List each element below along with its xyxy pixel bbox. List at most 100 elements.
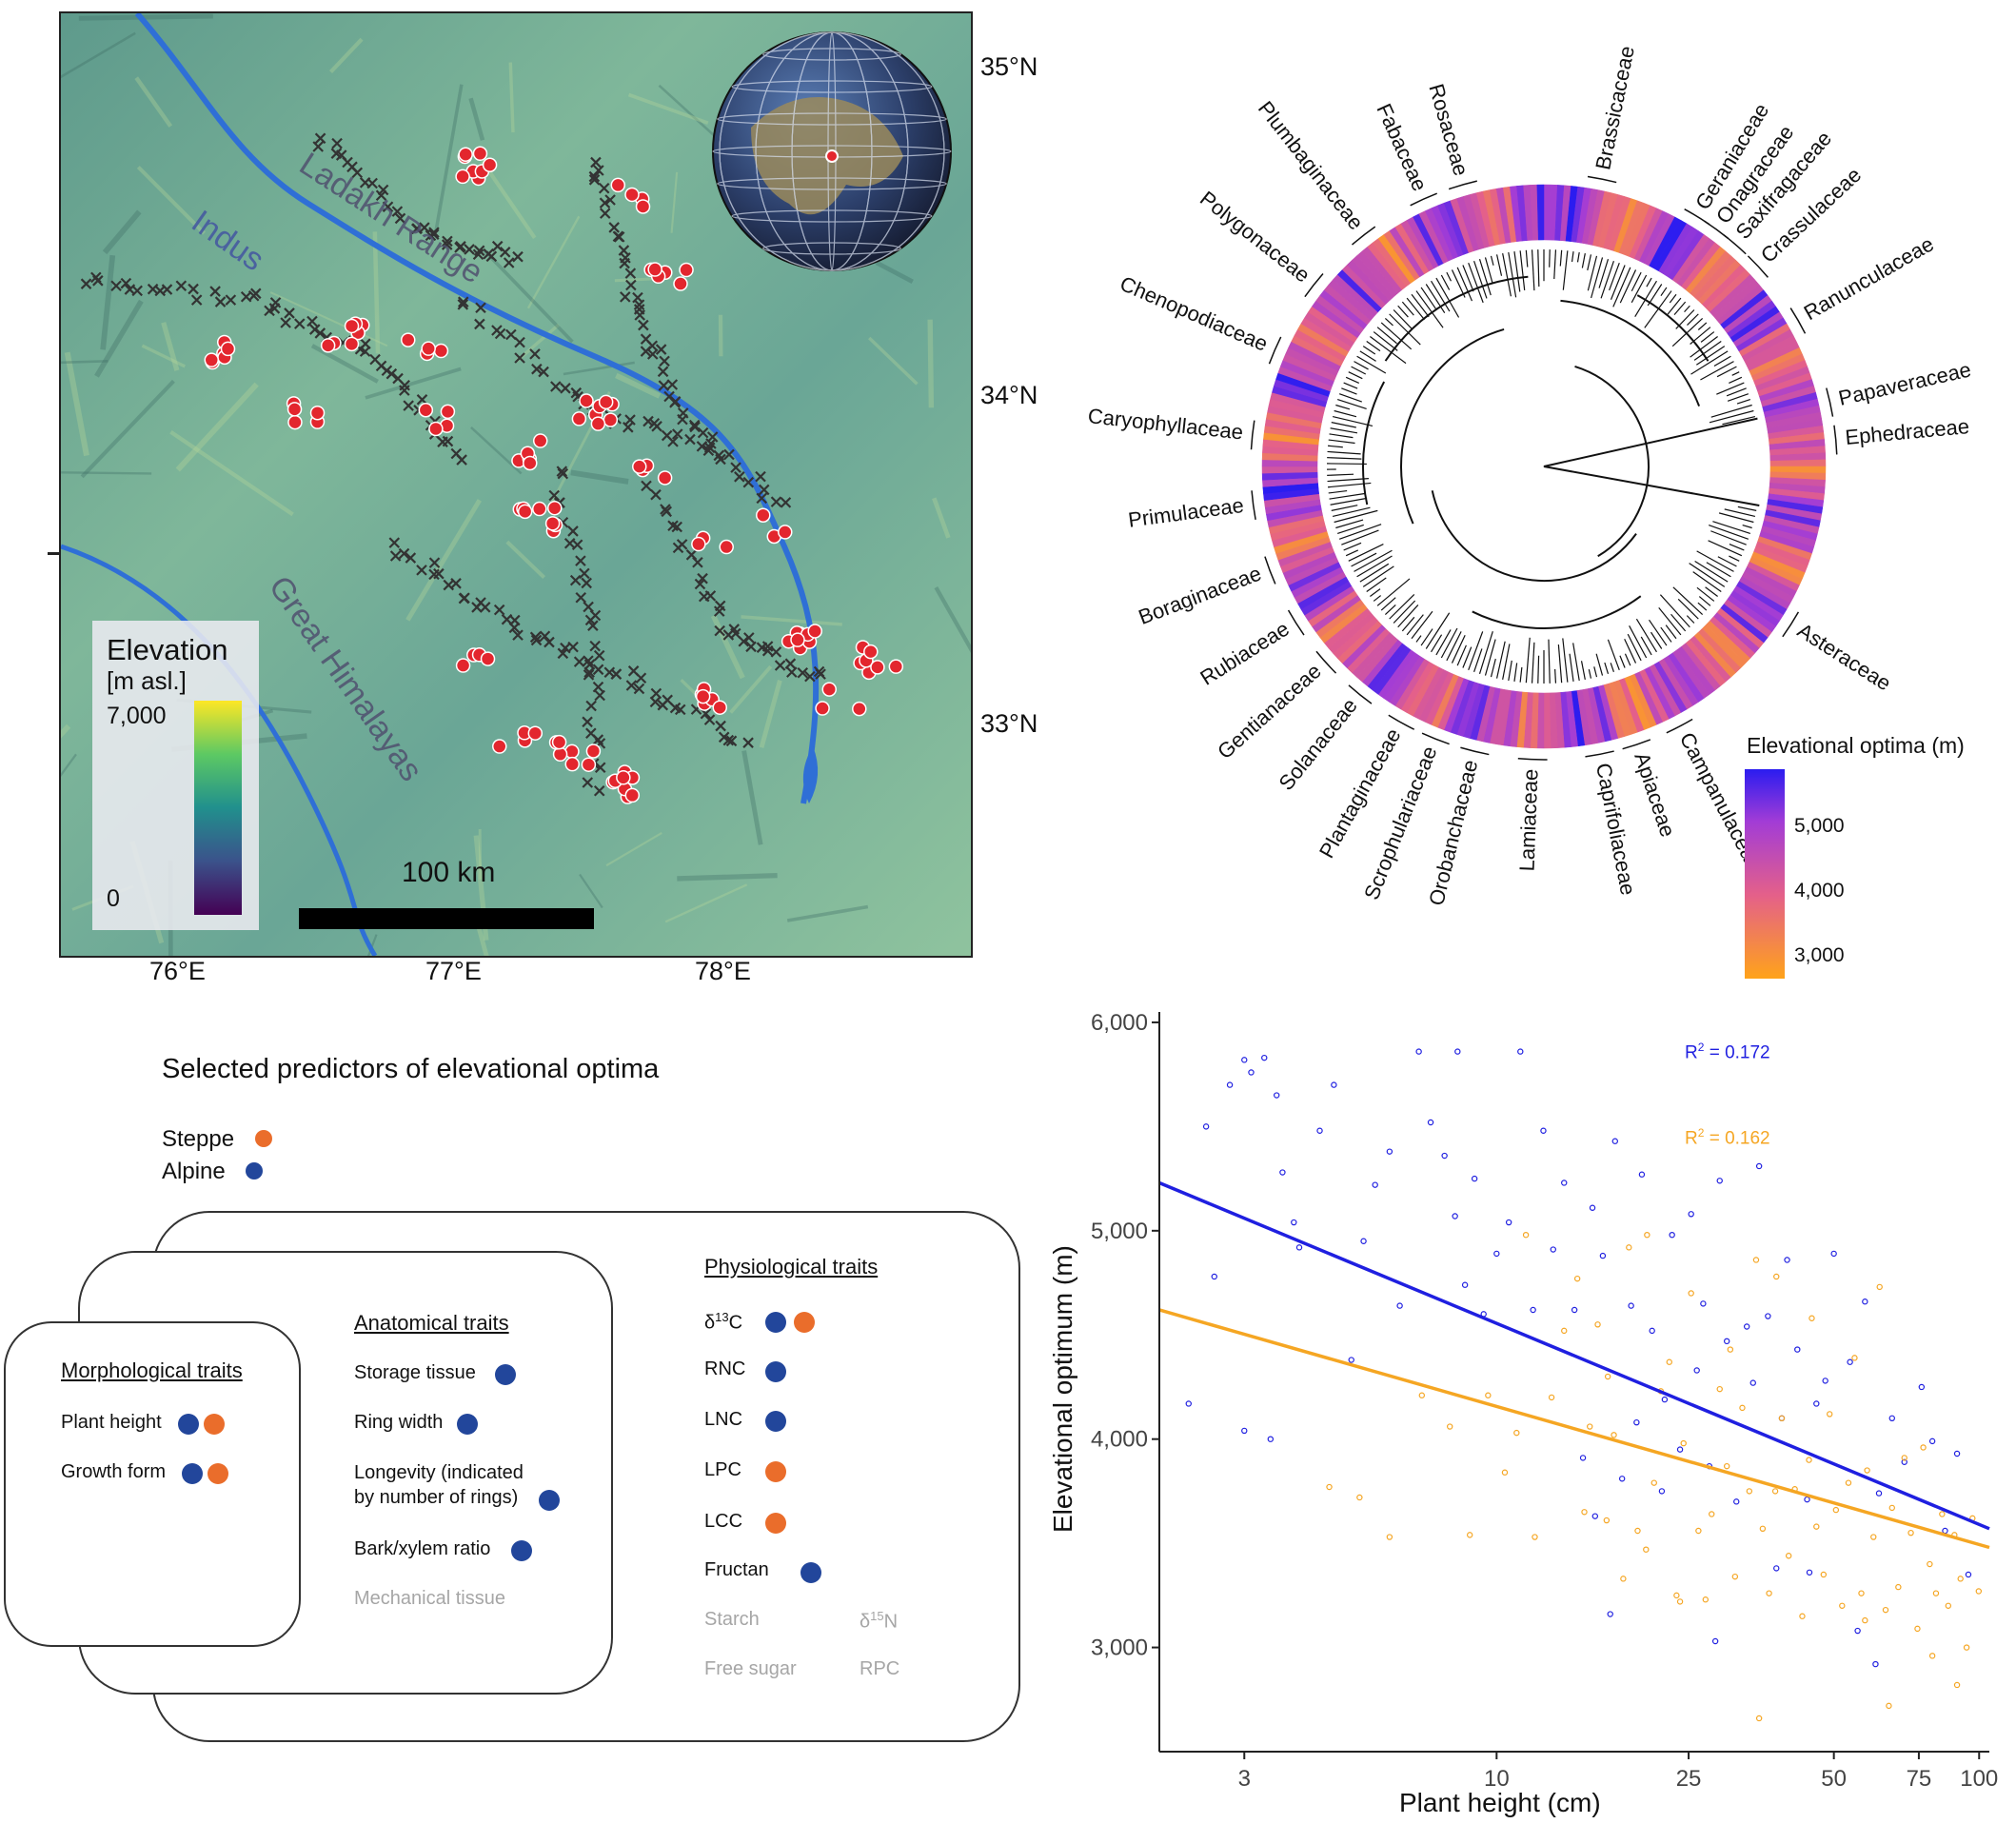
steppe-point — [1927, 1560, 1933, 1568]
x-tick-label: 100 — [1960, 1766, 1998, 1792]
alpine-point — [1676, 1446, 1684, 1453]
fructan-dot — [800, 1562, 821, 1583]
alpine-point — [1813, 1400, 1820, 1407]
steppe-point — [1673, 1592, 1680, 1599]
alpine-point — [1794, 1346, 1801, 1353]
steppe-point — [1932, 1590, 1940, 1596]
ring-width-label: Ring width — [354, 1412, 444, 1433]
family-label: Papaveraceae — [1836, 357, 1973, 409]
alpine-point — [1396, 1302, 1403, 1309]
occurrence-points — [204, 146, 904, 804]
d13c-label: δ13C — [704, 1310, 743, 1334]
alpine-point — [1693, 1367, 1700, 1374]
alpine-point — [1461, 1281, 1469, 1288]
x-tick-label: 3 — [1238, 1766, 1251, 1792]
steppe-point — [1888, 1504, 1895, 1512]
storage-tissue-dot — [495, 1364, 516, 1385]
steppe-point — [1522, 1231, 1530, 1239]
alpine-point — [1918, 1383, 1926, 1391]
steppe-point — [1928, 1653, 1936, 1659]
steppe-point — [1785, 1553, 1792, 1559]
steppe-point — [1851, 1355, 1858, 1361]
steppe-point — [1886, 1702, 1892, 1710]
alpine-point — [1716, 1178, 1723, 1184]
legend-steppe-label: Steppe — [162, 1126, 235, 1152]
elevation-legend — [92, 621, 259, 930]
alpine-point — [1427, 1119, 1434, 1126]
y-tick-label: 3,000 — [1091, 1636, 1148, 1661]
r2-alpine-label: R2 = 0.172 — [1685, 1041, 1770, 1063]
optima-tick-4000: 4,000 — [1794, 880, 1845, 902]
steppe-point — [1466, 1532, 1473, 1538]
alpine-point — [1854, 1627, 1861, 1635]
steppe-point — [1643, 1546, 1650, 1553]
steppe-point — [1587, 1423, 1593, 1430]
morphological-title: Morphological traits — [61, 1358, 243, 1382]
alpine-point — [1607, 1611, 1613, 1617]
steppe-point — [1746, 1488, 1753, 1495]
lon-label-77: 77°E — [425, 957, 482, 985]
steppe-point — [1561, 1327, 1568, 1335]
steppe-point — [1858, 1590, 1865, 1596]
alpine-point — [1211, 1273, 1217, 1280]
lon-label-78: 78°E — [695, 957, 751, 985]
family-label: Orobanchaceae — [1424, 758, 1482, 908]
family-label: Boraginaceae — [1136, 561, 1265, 629]
steppe-point — [1862, 1616, 1868, 1624]
steppe-point — [1864, 1467, 1870, 1474]
rpc-label: RPC — [860, 1658, 900, 1679]
alpine-point — [1591, 1513, 1599, 1519]
steppe-point — [1573, 1275, 1581, 1282]
longevity-dot — [539, 1490, 560, 1511]
family-label: Primulaceae — [1127, 493, 1246, 532]
alpine-point — [1279, 1169, 1286, 1176]
alpine-point — [1773, 1565, 1780, 1572]
steppe-point — [1676, 1598, 1684, 1605]
d13c-steppe-dot — [794, 1312, 815, 1333]
steppe-point — [1876, 1283, 1883, 1291]
steppe-point — [1808, 1315, 1815, 1321]
steppe-point — [1727, 1346, 1734, 1353]
steppe-point — [1680, 1439, 1687, 1447]
steppe-point — [1723, 1462, 1730, 1470]
alpine-point — [1733, 1498, 1740, 1505]
alpine-point — [1471, 1175, 1478, 1182]
alpine-point — [1274, 1092, 1280, 1099]
steppe-point — [1920, 1444, 1927, 1451]
optima-tick-5000: 5,000 — [1794, 815, 1845, 837]
alpine-point — [1749, 1379, 1756, 1386]
alpine-point — [1822, 1378, 1828, 1384]
free-sugar-label: Free sugar — [704, 1658, 797, 1679]
steppe-point — [1626, 1244, 1632, 1251]
steppe-point — [1799, 1613, 1806, 1619]
steppe-point — [1953, 1681, 1961, 1689]
alpine-point — [1784, 1257, 1790, 1263]
alpine-point — [1360, 1238, 1367, 1244]
steppe-point — [1806, 1457, 1812, 1463]
alpine-point — [1872, 1660, 1879, 1668]
steppe-point — [1895, 1583, 1902, 1591]
steppe-point — [1418, 1392, 1426, 1398]
alpine-point — [1571, 1306, 1578, 1314]
alpine-point — [1202, 1123, 1210, 1130]
alpine-point — [1611, 1138, 1618, 1144]
mechanical-tissue-label: Mechanical tissue — [354, 1588, 505, 1609]
alpine-point — [1267, 1436, 1275, 1442]
steppe-point — [1759, 1525, 1767, 1533]
family-label: Asteraceae — [1793, 618, 1895, 695]
steppe-point — [1778, 1415, 1786, 1422]
predictors-panel: Selected predictors of elevational optim… — [0, 1028, 1038, 1824]
alpine-point — [1226, 1081, 1234, 1088]
family-label: Rubiaceae — [1196, 617, 1293, 690]
steppe-point — [1739, 1404, 1746, 1412]
globe-inset — [712, 31, 952, 271]
starch-label: Starch — [704, 1609, 760, 1630]
family-label: Brassicaceae — [1591, 44, 1639, 171]
alpine-point — [1638, 1171, 1646, 1178]
growth-form-steppe-dot — [208, 1463, 228, 1484]
alpine-point — [1633, 1418, 1640, 1426]
x-axis-label: Plant height (cm) — [1399, 1788, 1601, 1817]
steppe-point — [1581, 1509, 1588, 1516]
phylogeny-branches — [1327, 249, 1760, 684]
elevation-ring — [1261, 184, 1827, 749]
